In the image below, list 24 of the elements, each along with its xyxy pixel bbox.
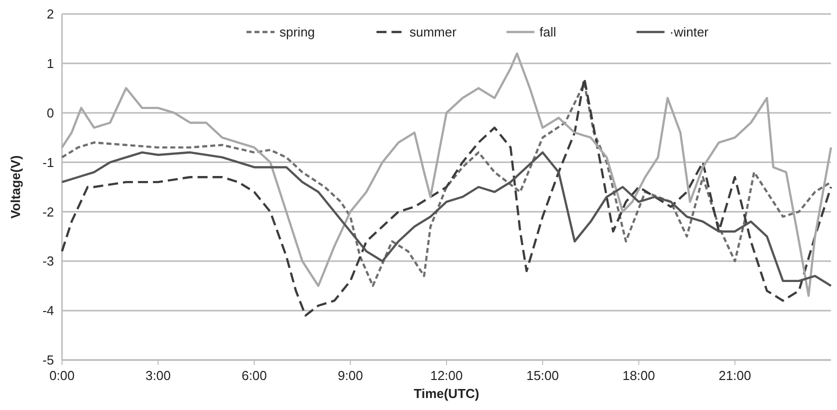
y-tick-label: 1 — [46, 56, 54, 71]
y-tick-label: 2 — [46, 6, 54, 22]
x-axis-title: Time(UTC) — [414, 386, 480, 401]
y-axis-title: Voltage(V) — [8, 155, 23, 219]
y-tick-label: -3 — [42, 254, 54, 269]
y-tick-label: 0 — [46, 105, 54, 120]
y-tick-label: -5 — [42, 352, 54, 368]
x-tick-label: 3:00 — [145, 368, 171, 383]
x-tick-label: 6:00 — [242, 368, 267, 383]
y-tick-label: -4 — [42, 303, 54, 318]
legend-label: ·winter — [670, 24, 710, 40]
x-tick-label: 15:00 — [526, 368, 559, 383]
x-tick-label: 9:00 — [338, 368, 364, 383]
legend-label: summer — [410, 24, 458, 40]
y-tick-label: -1 — [42, 154, 54, 170]
x-tick-label: 18:00 — [622, 368, 656, 383]
line-series — [60, 52, 832, 297]
line-series — [60, 151, 832, 287]
y-tick-label: -2 — [42, 204, 54, 220]
legend-label: spring — [280, 24, 315, 40]
x-tick-label: 0:00 — [49, 368, 75, 383]
x-tick-label: 21:00 — [718, 368, 752, 383]
x-tick-label: 12:00 — [430, 368, 463, 383]
legend-label: fall — [540, 24, 556, 40]
